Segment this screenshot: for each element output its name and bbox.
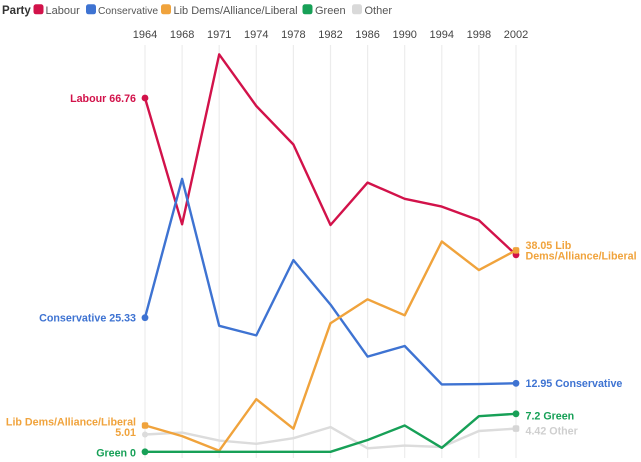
- svg-text:Lib Dems/Alliance/Liberal: Lib Dems/Alliance/Liberal: [6, 417, 136, 429]
- svg-text:1982: 1982: [318, 29, 342, 41]
- svg-text:Labour: Labour: [46, 5, 81, 17]
- svg-text:12.95 Conservative: 12.95 Conservative: [526, 378, 623, 390]
- svg-text:Conservative: Conservative: [98, 6, 158, 17]
- svg-text:1974: 1974: [244, 29, 268, 41]
- svg-text:Labour 66.76: Labour 66.76: [70, 93, 136, 105]
- svg-text:Lib Dems/Alliance/Liberal: Lib Dems/Alliance/Liberal: [174, 5, 298, 17]
- svg-text:Conservative 25.33: Conservative 25.33: [39, 313, 136, 325]
- svg-text:1964: 1964: [133, 29, 157, 41]
- svg-text:Green: Green: [315, 5, 346, 17]
- svg-text:5.01: 5.01: [115, 427, 136, 439]
- svg-text:38.05 Lib: 38.05 Lib: [526, 240, 572, 252]
- svg-text:1968: 1968: [170, 29, 194, 41]
- svg-text:Other: Other: [365, 5, 393, 17]
- svg-text:1978: 1978: [281, 29, 305, 41]
- svg-text:7.2 Green: 7.2 Green: [526, 410, 575, 422]
- svg-text:Party: Party: [2, 5, 31, 17]
- svg-text:1994: 1994: [430, 29, 454, 41]
- svg-text:2002: 2002: [504, 29, 528, 41]
- svg-text:Dems/Alliance/Liberal: Dems/Alliance/Liberal: [526, 251, 637, 263]
- svg-text:Green 0: Green 0: [96, 448, 136, 460]
- svg-text:4.42 Other: 4.42 Other: [526, 426, 578, 438]
- svg-text:1986: 1986: [355, 29, 379, 41]
- svg-text:1990: 1990: [392, 29, 416, 41]
- svg-text:1998: 1998: [467, 29, 491, 41]
- svg-text:1971: 1971: [207, 29, 231, 41]
